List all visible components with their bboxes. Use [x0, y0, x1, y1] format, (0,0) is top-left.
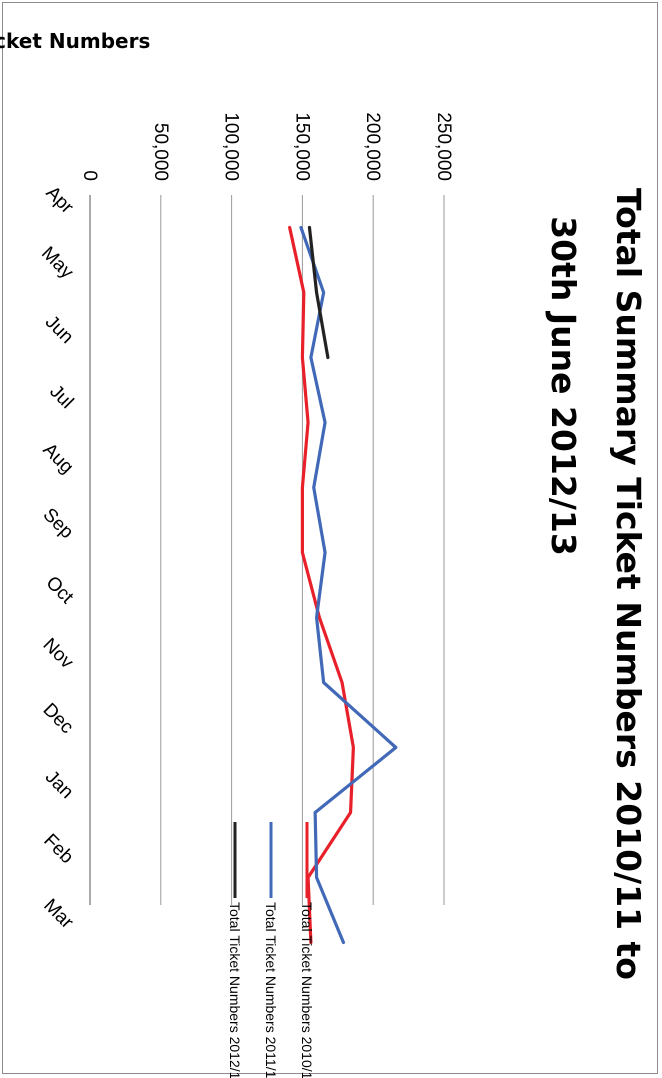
legend-label-2: Total Ticket Numbers 2011/12 [263, 902, 279, 1078]
series-line-1 [288, 225, 355, 945]
series-line-2 [299, 225, 398, 945]
x-tick-label-sep: Sep [39, 504, 78, 543]
x-tick-label-feb: Feb [39, 830, 77, 868]
x-tick-label-jun: Jun [41, 312, 78, 349]
x-tick-label-aug: Aug [39, 439, 78, 478]
x-tick-label-oct: Oct [42, 572, 78, 608]
x-tick-labels: Apr May Jun Jul Aug Sep Oct Nov Dec Jan Feb Mar [37, 182, 78, 933]
y-tick-labels: 0 50,000 100,000 150,000 200,000 250,000 [79, 112, 454, 181]
gridlines [89, 195, 445, 905]
x-tick-label-nov: Nov [39, 634, 78, 673]
y-tick-label-1: 50,000 [150, 123, 171, 181]
chart-title-line1: Total Summary Ticket Numbers 2010/11 to [609, 188, 648, 980]
legend-label-1: Total Ticket Numbers 2010/11 [299, 902, 315, 1078]
y-tick-label-2: 100,000 [221, 112, 242, 181]
y-tick-label-4: 200,000 [362, 112, 383, 181]
x-tick-label-may: May [37, 243, 78, 284]
legend-label-3: Total Ticket Numbers 2012/13 [227, 902, 243, 1078]
y-axis-title: Ticket Numbers [0, 29, 150, 53]
chart-title-line2: 30th June 2012/13 [544, 216, 583, 556]
series-lines [288, 225, 398, 945]
x-tick-label-mar: Mar [39, 895, 77, 933]
y-tick-label-3: 150,000 [291, 112, 312, 181]
legend: Total Ticket Numbers 2010/11 Total Ticket… [227, 822, 315, 1078]
x-tick-label-jul: Jul [45, 381, 77, 413]
y-tick-label-5: 250,000 [433, 112, 454, 181]
x-tick-label-dec: Dec [39, 699, 78, 738]
y-tick-label-0: 0 [79, 170, 100, 181]
rotated-chart: Total Summary Ticket Numbers 2010/11 to … [0, 29, 648, 1078]
x-tick-label-apr: Apr [42, 182, 78, 218]
x-tick-label-jan: Jan [41, 767, 78, 804]
